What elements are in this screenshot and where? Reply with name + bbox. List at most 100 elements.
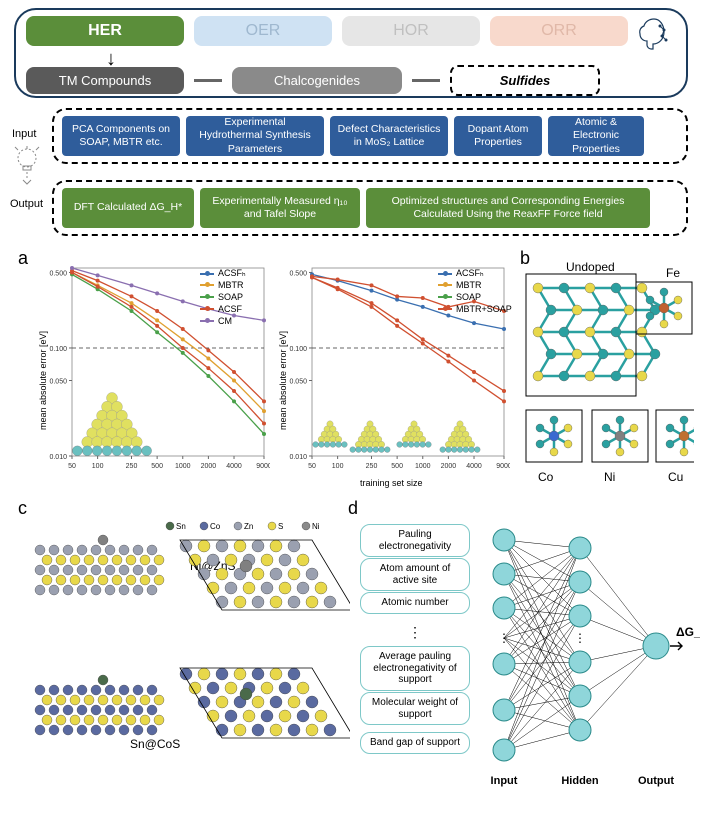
nn-input-feature: ⋮ (360, 624, 470, 640)
io-card: Optimized structures and Corresponding E… (366, 188, 650, 228)
connector-line (412, 79, 440, 82)
io-card: DFT Calculated ΔG_H* (62, 188, 194, 228)
legend-item: SOAP (438, 292, 481, 302)
svg-text:500: 500 (391, 463, 403, 470)
legend-label: ACSFₕ (218, 268, 246, 279)
svg-text:Co: Co (210, 522, 221, 531)
brain-icon (636, 16, 672, 52)
dopant-label: Cu (668, 470, 683, 484)
legend-item: CM (200, 316, 232, 326)
xlabel-right: training set size (360, 478, 423, 488)
nn-input-feature: Atomic number (360, 592, 470, 614)
svg-text:0.500: 0.500 (49, 270, 67, 277)
top-hierarchy-box: HEROERHORORR ↓ TM CompoundsChalcogenides… (14, 8, 688, 98)
legend-item: MBTR (438, 280, 482, 290)
io-card: PCA Components on SOAP, MBTR etc. (62, 116, 180, 156)
svg-text:⋮: ⋮ (574, 631, 586, 645)
cluster-inset-right (312, 420, 482, 464)
legend-item: MBTR+SOAP (438, 304, 512, 314)
material-crumb: Sulfides (450, 65, 600, 96)
svg-text:0.010: 0.010 (289, 454, 307, 461)
slab-structures: SnCoZnSNiNi@ZnSSn@CoS (30, 520, 350, 810)
svg-text:50: 50 (68, 463, 76, 470)
svg-text:Sn@CoS: Sn@CoS (130, 737, 180, 751)
legend-label: SOAP (218, 292, 243, 302)
material-crumbs: TM Compounds Chalcogenides Sulfides (26, 65, 600, 96)
svg-text:0.500: 0.500 (289, 270, 307, 277)
svg-text:4000: 4000 (466, 463, 482, 470)
reaction-tabs: HER OER HOR ORR (26, 16, 676, 46)
reaction-tab-oer: OER (194, 16, 332, 46)
svg-text:Input: Input (491, 775, 518, 787)
svg-text:2000: 2000 (201, 463, 217, 470)
svg-text:1000: 1000 (415, 463, 431, 470)
reaction-tab-orr: ORR (490, 16, 628, 46)
svg-text:ΔG_H*: ΔG_H* (676, 625, 700, 639)
nn-input-feature: Band gap of support (360, 732, 470, 754)
legend-label: MBTR (218, 280, 244, 290)
output-box: DFT Calculated ΔG_H*Experimentally Measu… (52, 180, 688, 236)
svg-text:1000: 1000 (175, 463, 191, 470)
ylabel-left: mean absolute error [eV] (38, 331, 48, 430)
svg-text:4000: 4000 (226, 463, 242, 470)
svg-text:0.100: 0.100 (49, 346, 67, 353)
output-side-label: Output (10, 198, 43, 210)
undoped-label: Undoped (566, 260, 615, 274)
svg-text:Sn: Sn (176, 522, 186, 531)
svg-text:Hidden: Hidden (561, 775, 599, 787)
neural-network-diagram: ⋮ ⋮ ΔG_H* Input Hidden Output (490, 518, 700, 804)
svg-text:S: S (278, 522, 283, 531)
svg-text:0.100: 0.100 (289, 346, 307, 353)
legend-label: ACSF (218, 304, 242, 314)
svg-text:50: 50 (308, 463, 316, 470)
nn-input-feature: Atom amount of active site (360, 558, 470, 591)
svg-text:100: 100 (92, 463, 104, 470)
svg-text:0.050: 0.050 (289, 378, 307, 385)
input-side-label: Input (12, 128, 36, 140)
legend-item: ACSF (200, 304, 242, 314)
nn-input-feature: Average pauling electronegativity of sup… (360, 646, 470, 691)
legend-item: SOAP (200, 292, 243, 302)
cluster-inset-left (72, 392, 152, 462)
panel-label-c: c (18, 498, 27, 519)
panel-label-d: d (348, 498, 358, 519)
svg-text:Zn: Zn (244, 522, 253, 531)
legend-label: MBTR+SOAP (456, 304, 512, 314)
dopant-label: Fe (666, 266, 680, 280)
nn-input-feature: Pauling electronegativity (360, 524, 470, 557)
svg-text:2000: 2000 (441, 463, 457, 470)
io-card: Defect Characteristics in MoS₂ Lattice (330, 116, 448, 156)
lightbulb-icon (14, 146, 40, 194)
mos2-dopant-structures (524, 260, 694, 490)
reaction-tab-her: HER (26, 16, 184, 46)
svg-text:500: 500 (151, 463, 163, 470)
legend-label: MBTR (456, 280, 482, 290)
material-crumb: Chalcogenides (232, 67, 402, 94)
panel-label-a: a (18, 248, 28, 269)
legend-item: ACSFₕ (200, 268, 246, 279)
legend-label: SOAP (456, 292, 481, 302)
legend-item: MBTR (200, 280, 244, 290)
ylabel-right: mean absolute error [eV] (278, 331, 288, 430)
svg-text:9000: 9000 (256, 463, 270, 470)
svg-text:0.010: 0.010 (49, 454, 67, 461)
legend-label: ACSFₕ (456, 268, 484, 279)
svg-text:⋮: ⋮ (498, 631, 510, 645)
svg-text:0.050: 0.050 (49, 378, 67, 385)
io-card: Dopant Atom Properties (454, 116, 542, 156)
connector-line (194, 79, 222, 82)
svg-text:Ni: Ni (312, 522, 320, 531)
svg-text:100: 100 (332, 463, 344, 470)
svg-text:250: 250 (366, 463, 378, 470)
legend-label: CM (218, 316, 232, 326)
svg-text:Output: Output (638, 775, 674, 787)
io-card: Experimentally Measured η₁₀ and Tafel Sl… (200, 188, 360, 228)
dopant-label: Co (538, 470, 553, 484)
svg-text:250: 250 (126, 463, 138, 470)
dopant-label: Ni (604, 470, 615, 484)
io-card: Atomic & Electronic Properties (548, 116, 644, 156)
material-crumb: TM Compounds (26, 67, 184, 94)
legend-item: ACSFₕ (438, 268, 484, 279)
reaction-tab-hor: HOR (342, 16, 480, 46)
input-box: PCA Components on SOAP, MBTR etc.Experim… (52, 108, 688, 164)
